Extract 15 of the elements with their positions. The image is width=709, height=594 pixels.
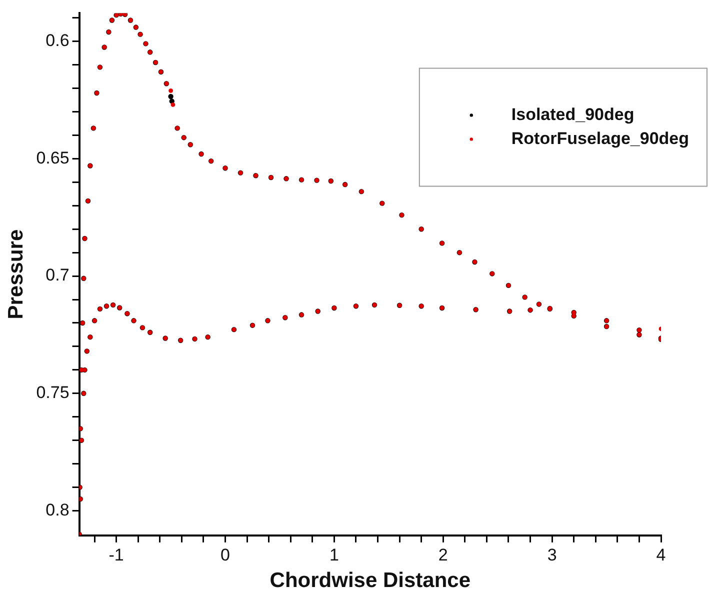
- y-tick-label: 0.75: [36, 383, 70, 402]
- x-tick-label: -1: [108, 545, 124, 564]
- x-tick-label: 3: [547, 545, 557, 564]
- x-axis-title: Chordwise Distance: [270, 569, 471, 592]
- legend-label: Isolated_90deg: [511, 104, 634, 124]
- y-tick-label: 0.65: [36, 148, 70, 168]
- y-tick-label: 0.6: [46, 31, 70, 50]
- y-axis-title: Pressure: [4, 229, 28, 320]
- x-tick-label: 4: [656, 545, 666, 564]
- x-tick-label: 0: [220, 545, 230, 564]
- x-tick-label: 2: [438, 545, 448, 564]
- y-tick-label: 0.7: [46, 266, 70, 285]
- y-tick-label: 0.8: [46, 500, 70, 520]
- x-tick-label: 1: [329, 545, 339, 564]
- legend-label: RotorFuselage_90deg: [511, 128, 690, 148]
